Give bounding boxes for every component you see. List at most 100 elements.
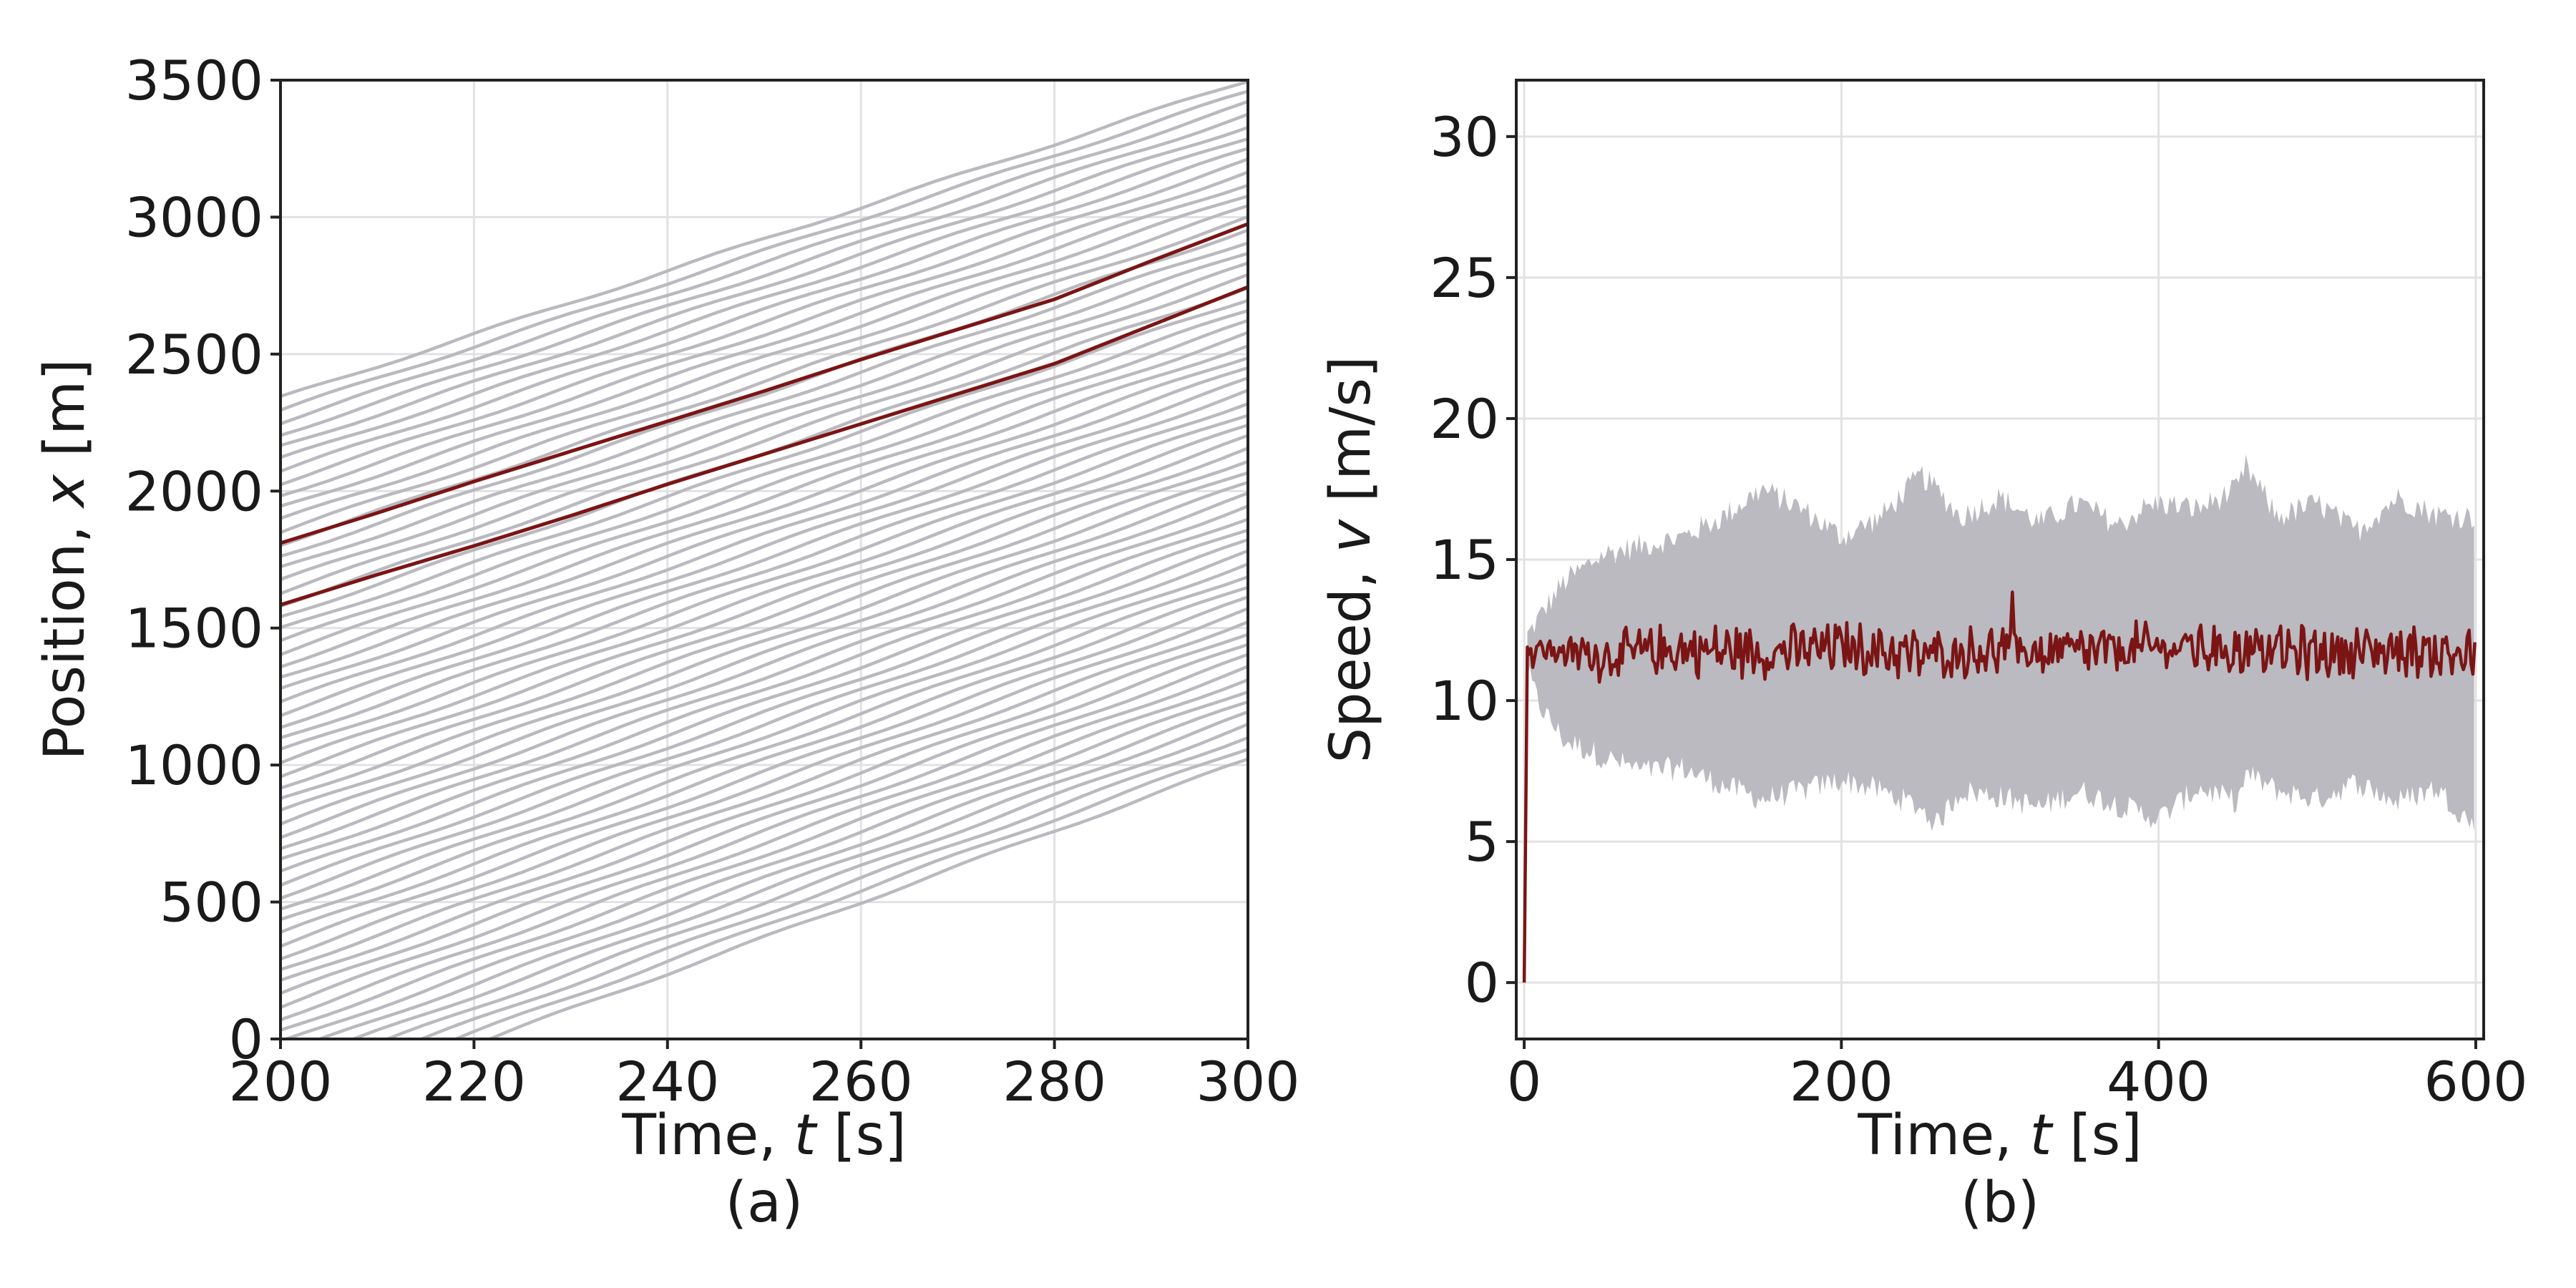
background-trajectory <box>280 607 1248 961</box>
background-trajectory <box>280 356 1248 691</box>
background-trajectory <box>280 447 1248 790</box>
background-trajectory <box>280 491 1248 839</box>
background-trajectory <box>280 538 1248 887</box>
background-trajectory <box>280 389 1248 729</box>
b-y-tick-label: 30 <box>1430 105 1499 169</box>
background-trajectory <box>280 273 1248 608</box>
background-trajectory <box>280 414 1248 751</box>
background-trajectory <box>280 402 1248 740</box>
background-trajectory <box>280 528 1248 873</box>
background-trajectory <box>280 204 1248 535</box>
b-y-tick-label: 20 <box>1430 387 1499 451</box>
b-x-tick-label: 600 <box>2424 1050 2527 1113</box>
highlight-trajectory-1 <box>280 222 1248 545</box>
background-trajectory <box>280 620 1248 972</box>
background-trajectory <box>280 261 1248 595</box>
background-trajectory <box>280 170 1248 498</box>
background-trajectory <box>280 653 1248 1009</box>
panel-a-frame <box>279 79 1249 1040</box>
b-x-tick-label: 400 <box>2107 1050 2210 1113</box>
background-trajectory <box>280 89 1248 412</box>
background-trajectory <box>348 710 1248 1039</box>
background-trajectory <box>280 424 1248 765</box>
background-trajectory <box>280 147 1248 473</box>
a-x-tick-label: 260 <box>809 1050 913 1113</box>
panel-a-x-axis-label: Time, t [s] <box>621 1103 906 1168</box>
background-trajectory <box>280 344 1248 679</box>
b-y-tick-label: 5 <box>1465 810 1499 874</box>
panel-a-plot-area <box>280 80 1248 1039</box>
background-trajectory <box>280 137 1248 459</box>
b-x-tick-label: 200 <box>1790 1050 1893 1113</box>
background-trajectory <box>280 585 1248 934</box>
a-y-tick-label: 1000 <box>125 733 263 797</box>
a-y-tick-label: 2500 <box>125 323 263 386</box>
background-trajectory <box>280 99 1248 426</box>
background-trajectory <box>280 678 1248 1032</box>
background-trajectory <box>315 700 1248 1039</box>
background-trajectory <box>280 665 1248 1022</box>
a-x-tick-label: 280 <box>1002 1050 1106 1113</box>
background-trajectory <box>280 471 1248 812</box>
background-trajectory <box>280 366 1248 703</box>
background-trajectory <box>280 112 1248 437</box>
background-trajectory <box>451 748 1248 1039</box>
b-x-tick-label: 0 <box>1507 1050 1541 1113</box>
panel-b-speed-chart: 0 200 400 600 0 5 10 15 20 25 30 Time, t [s] Speed… <box>1319 79 2527 1235</box>
a-y-tick-label: 2000 <box>125 459 263 523</box>
panel-a-y-axis-label: Position, x [m] <box>33 358 97 760</box>
a-y-tick-label: 1500 <box>125 597 263 660</box>
background-trajectory <box>280 459 1248 800</box>
background-trajectory <box>280 183 1248 508</box>
b-y-tick-label: 25 <box>1430 246 1499 310</box>
mean-speed-line <box>1522 590 2477 983</box>
a-y-tick-label: 0 <box>229 1008 263 1071</box>
b-y-tick-label: 10 <box>1430 669 1499 733</box>
highlight-trajectory-2 <box>280 285 1248 607</box>
panel-b-plot-area <box>1522 454 2477 983</box>
background-trajectory <box>280 549 1248 900</box>
background-trajectory <box>280 633 1248 982</box>
background-trajectory <box>280 309 1248 643</box>
a-x-tick-label: 200 <box>228 1050 332 1113</box>
panel-b-ticks: 0 200 400 600 0 5 10 15 20 25 30 <box>1430 105 2527 1113</box>
background-trajectory <box>280 562 1248 911</box>
background-trajectory <box>280 376 1248 718</box>
background-trajectory <box>280 504 1248 851</box>
panel-b-label: (b) <box>1961 1171 2039 1235</box>
panel-a-position-chart: 200 220 240 260 280 3000500100015002000250030… <box>33 49 1300 1235</box>
background-trajectory <box>280 157 1248 487</box>
panel-b-x-axis-label: Time, t [s] <box>1857 1103 2142 1168</box>
background-trajectory <box>280 331 1248 669</box>
background-trajectory <box>281 690 1248 1039</box>
background-trajectory <box>383 723 1248 1039</box>
panel-a-ticks: 200 220 240 260 280 3000500100015002000250030… <box>125 49 1300 1113</box>
background-trajectory <box>280 298 1248 630</box>
background-trajectory <box>280 595 1248 948</box>
panel-a-label: (a) <box>726 1171 804 1235</box>
background-trajectory <box>280 195 1248 520</box>
background-trajectory <box>280 318 1248 657</box>
background-trajectory <box>280 643 1248 995</box>
a-y-tick-label: 500 <box>160 871 263 935</box>
background-trajectory <box>417 736 1248 1039</box>
background-trajectory <box>280 80 1248 399</box>
background-trajectory <box>280 252 1248 581</box>
a-y-tick-label: 3500 <box>125 49 263 112</box>
background-trajectory <box>280 575 1248 922</box>
background-trajectory <box>280 434 1248 779</box>
background-trajectory <box>280 481 1248 826</box>
background-trajectory <box>280 228 1248 558</box>
background-trajectory <box>485 757 1248 1039</box>
a-x-tick-label: 240 <box>615 1050 719 1113</box>
background-trajectory <box>280 517 1248 861</box>
panel-b-y-axis-label: Speed, v [m/s] <box>1319 356 1383 763</box>
b-y-tick-label: 0 <box>1465 951 1499 1015</box>
background-trajectory <box>280 241 1248 569</box>
a-x-tick-label: 220 <box>422 1050 526 1113</box>
background-trajectory <box>280 215 1248 547</box>
a-x-tick-label: 300 <box>1196 1050 1299 1113</box>
background-trajectory <box>280 126 1248 447</box>
a-y-tick-label: 3000 <box>125 185 263 249</box>
